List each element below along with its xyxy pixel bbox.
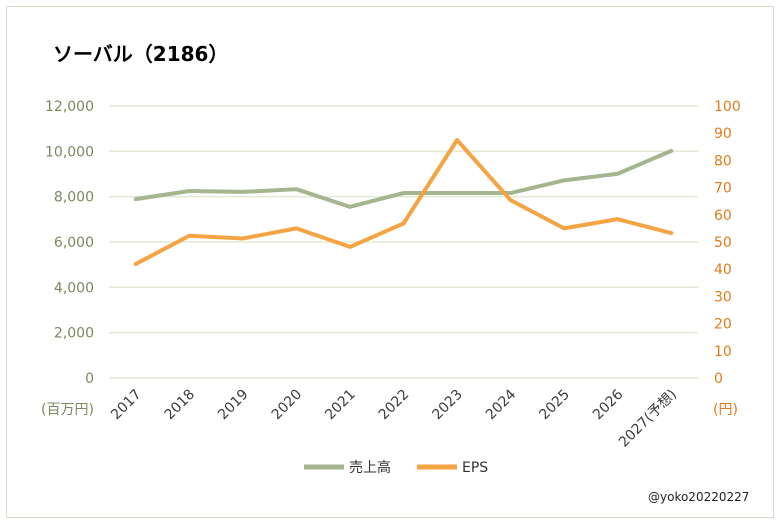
left-axis-unit: (百万円) — [41, 402, 94, 418]
right-tick-label: 100 — [714, 99, 741, 115]
right-tick-label: 60 — [714, 208, 732, 224]
right-tick-label: 70 — [714, 181, 732, 197]
right-tick-label: 10 — [714, 344, 732, 360]
x-tick-label: 2027(予想) — [616, 387, 680, 451]
right-axis-unit: (円) — [713, 402, 738, 418]
credit-text: @yoko20220227 — [648, 490, 749, 504]
right-tick-label: 30 — [714, 289, 732, 305]
x-tick-label: 2017 — [108, 387, 145, 424]
x-tick-label: 2020 — [269, 387, 306, 424]
left-tick-label: 12,000 — [45, 99, 94, 115]
legend-label-eps: EPS — [462, 460, 488, 476]
right-tick-label: 90 — [714, 126, 732, 142]
x-tick-label: 2024 — [483, 386, 520, 423]
chart-title: ソーバル（2186） — [53, 42, 228, 66]
right-tick-label: 40 — [714, 262, 732, 278]
left-tick-label: 10,000 — [45, 144, 94, 160]
chart-frame: ソーバル（2186） 0 2,000 4,000 6,000 8,000 10,000 12… — [6, 6, 774, 518]
x-tick-label: 2022 — [376, 387, 413, 424]
right-tick-label: 20 — [714, 317, 732, 333]
x-tick-label: 2023 — [429, 387, 466, 424]
x-tick-label: 2019 — [215, 387, 252, 424]
x-tick-label: 2026 — [590, 386, 627, 423]
right-tick-label: 50 — [714, 235, 732, 251]
right-tick-label: 80 — [714, 153, 732, 169]
left-tick-label: 8,000 — [54, 190, 94, 206]
x-tick-label: 2025 — [536, 387, 573, 424]
legend: 売上高 EPS — [304, 459, 488, 476]
sales-line — [136, 151, 671, 207]
left-tick-label: 0 — [85, 371, 94, 387]
left-tick-label: 6,000 — [54, 235, 94, 251]
left-tick-label: 2,000 — [54, 326, 94, 342]
left-tick-label: 4,000 — [54, 280, 94, 296]
legend-label-sales: 売上高 — [349, 459, 391, 476]
x-tick-label: 2021 — [322, 387, 359, 424]
x-tick-label: 2018 — [162, 387, 199, 424]
eps-line — [136, 140, 671, 264]
right-tick-label: 0 — [714, 371, 723, 387]
